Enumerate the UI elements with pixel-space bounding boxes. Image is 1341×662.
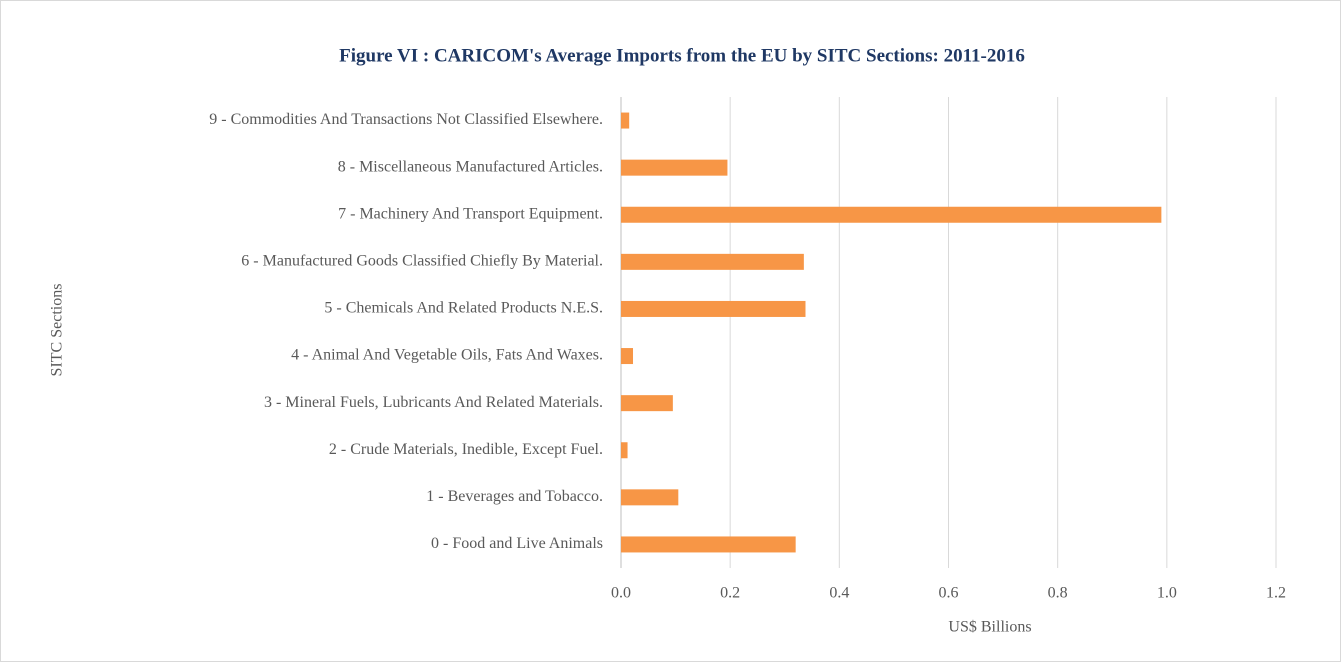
y-tick-label: 8 - Miscellaneous Manufactured Articles.: [338, 158, 603, 175]
y-tick-label: 3 - Mineral Fuels, Lubricants And Relate…: [264, 394, 603, 411]
y-tick-label: 0 - Food and Live Animals: [431, 535, 603, 552]
y-tick-label: 9 - Commodities And Transactions Not Cla…: [209, 111, 603, 128]
x-tick-label: 0.8: [1048, 585, 1068, 602]
x-tick-label: 0.2: [720, 585, 740, 602]
x-tick-label: 1.0: [1157, 585, 1177, 602]
chart-title: Figure VI : CARICOM's Average Imports fr…: [339, 45, 1025, 66]
x-tick-label: 1.2: [1266, 585, 1286, 602]
y-tick-label: 6 - Manufactured Goods Classified Chiefl…: [241, 253, 603, 270]
x-tick-label: 0.0: [611, 585, 631, 602]
y-tick-label: 2 - Crude Materials, Inedible, Except Fu…: [329, 441, 603, 458]
x-tick-label: 0.4: [829, 585, 849, 602]
bar: [621, 253, 804, 270]
bar: [621, 159, 728, 176]
bar: [621, 489, 679, 506]
y-axis-label: SITC Sections: [49, 284, 66, 377]
y-tick-label: 7 - Machinery And Transport Equipment.: [338, 205, 603, 222]
bar: [621, 442, 628, 459]
bar: [621, 536, 796, 553]
bar: [621, 112, 630, 129]
bar: [621, 206, 1162, 223]
x-tick-label: 0.6: [939, 585, 959, 602]
y-tick-label: 1 - Beverages and Tobacco.: [426, 488, 603, 505]
y-tick-label: 5 - Chemicals And Related Products N.E.S…: [324, 300, 603, 317]
bar: [621, 395, 673, 412]
x-axis-label: US$ Billions: [948, 619, 1031, 636]
bar: [621, 300, 806, 317]
bar: [621, 348, 634, 365]
y-tick-label: 4 - Animal And Vegetable Oils, Fats And …: [291, 347, 603, 364]
